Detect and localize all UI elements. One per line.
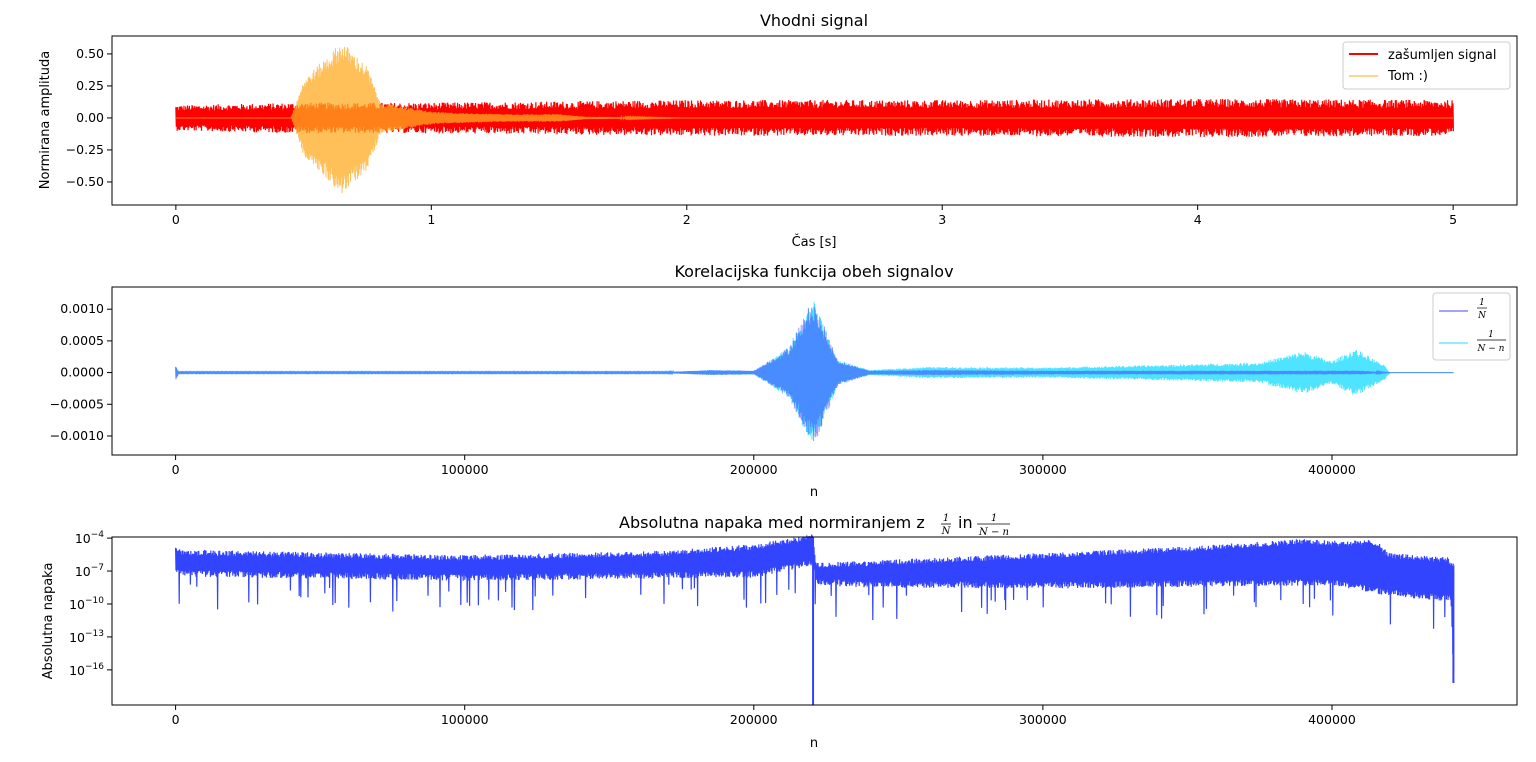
y-tick-label: 0.0005 (60, 333, 104, 348)
panel-3-frame (111, 536, 1518, 706)
svg-text:Absolutna napaka med normiranj: Absolutna napaka med normiranjem z (619, 513, 925, 532)
x-tick-label: 300000 (1019, 462, 1067, 477)
x-tick-label: 400000 (1308, 712, 1356, 727)
panel-1-legend: zašumljen signal Tom :) (1342, 41, 1511, 90)
panel-1-x-axis-label: Čas [s] (792, 234, 837, 250)
y-tick-label: 10−13 (69, 629, 104, 645)
x-tick-label: 0 (172, 712, 180, 727)
x-tick-label: 400000 (1308, 462, 1356, 477)
panel-3-y-ticks: 10−4 10−7 10−10 10−13 10−16 (69, 530, 112, 678)
panel-1-y-ticks: −0.50 −0.25 0.00 0.25 0.50 (66, 46, 112, 189)
x-tick-label: 5 (1449, 212, 1457, 227)
y-tick-label: 0.0010 (60, 301, 104, 316)
svg-text:in: in (958, 513, 973, 532)
x-tick-label: 100000 (441, 462, 489, 477)
panel-3-x-axis-label: n (810, 736, 818, 751)
panel-2-legend: 1 N 1 N − n (1432, 292, 1511, 361)
x-tick-label: 4 (1194, 212, 1202, 227)
svg-text:1: 1 (1479, 298, 1485, 308)
y-tick-label: −0.25 (66, 142, 104, 157)
panel-2-x-axis-label: n (810, 485, 818, 500)
panel-3-title: Absolutna napaka med normiranjem z 1 N i… (619, 513, 1010, 538)
y-tick-label: 10−7 (75, 563, 104, 579)
legend-label-tom: Tom :) (1387, 69, 1428, 84)
x-tick-label: 3 (938, 212, 946, 227)
panel-1-x-ticks: 0 1 2 3 4 5 (172, 205, 1457, 227)
panel-2: Korelacijska funkcija obeh signalov 0 100… (50, 262, 1518, 500)
legend-label-one-over-n-minus-n: 1 N − n (1477, 330, 1506, 354)
series-absolute-error (175, 534, 1455, 673)
legend-label-zasumljen-signal: zašumljen signal (1388, 48, 1497, 63)
y-tick-label: −0.50 (66, 174, 104, 189)
y-tick-label: −0.0010 (50, 428, 104, 443)
svg-text:N: N (1477, 311, 1487, 321)
svg-text:1: 1 (1488, 330, 1494, 340)
svg-text:N − n: N − n (978, 527, 1009, 538)
panel-3-x-ticks: 0 100000 200000 300000 400000 (172, 705, 1356, 727)
panel-2-y-ticks: −0.0010 −0.0005 0.0000 0.0005 0.0010 (50, 301, 112, 443)
panel-1-legend-box (1342, 41, 1511, 90)
panel-2-title: Korelacijska funkcija obeh signalov (674, 262, 953, 281)
panel-1-title: Vhodni signal (760, 11, 868, 30)
svg-text:1: 1 (943, 513, 949, 524)
svg-text:1: 1 (991, 513, 997, 524)
panel-1: Vhodni signal 0 1 2 3 4 5 −0.50 −0.25 0.00 0.25 0… (38, 11, 1518, 250)
panel-1-y-axis-label: Normirana amplituda (38, 51, 53, 189)
panel-3: Absolutna napaka med normiranjem z 1 N i… (41, 513, 1518, 751)
y-tick-label: 0.25 (76, 78, 104, 93)
y-tick-label: 10−16 (69, 662, 104, 678)
series-tom (175, 46, 1454, 194)
panel-2-plot-area (175, 302, 1454, 442)
svg-text:N: N (941, 526, 952, 537)
series-one-over-n (175, 306, 1454, 442)
panel-3-y-axis-label: Absolutna napaka (41, 563, 56, 680)
panel-2-x-ticks: 0 100000 200000 300000 400000 (172, 455, 1356, 477)
y-tick-label: 0.50 (76, 46, 104, 61)
svg-text:N − n: N − n (1477, 344, 1505, 354)
panel-3-plot-area (175, 534, 1455, 705)
x-tick-label: 300000 (1019, 712, 1067, 727)
x-tick-label: 2 (683, 212, 691, 227)
panel-2-frame (111, 286, 1518, 456)
x-tick-label: 100000 (441, 712, 489, 727)
x-tick-label: 0 (172, 212, 180, 227)
y-tick-label: −0.0005 (50, 396, 104, 411)
y-tick-label: 0.00 (76, 110, 104, 125)
x-tick-label: 1 (427, 212, 435, 227)
x-tick-label: 0 (172, 462, 180, 477)
y-tick-label: 10−4 (75, 530, 104, 546)
x-tick-label: 200000 (730, 462, 778, 477)
y-tick-label: 10−10 (69, 596, 104, 612)
panel-1-plot-area (175, 46, 1455, 194)
legend-label-one-over-n: 1 N (1477, 298, 1487, 321)
panel-1-frame (111, 35, 1518, 206)
y-tick-label: 0.0000 (60, 365, 104, 380)
x-tick-label: 200000 (730, 712, 778, 727)
